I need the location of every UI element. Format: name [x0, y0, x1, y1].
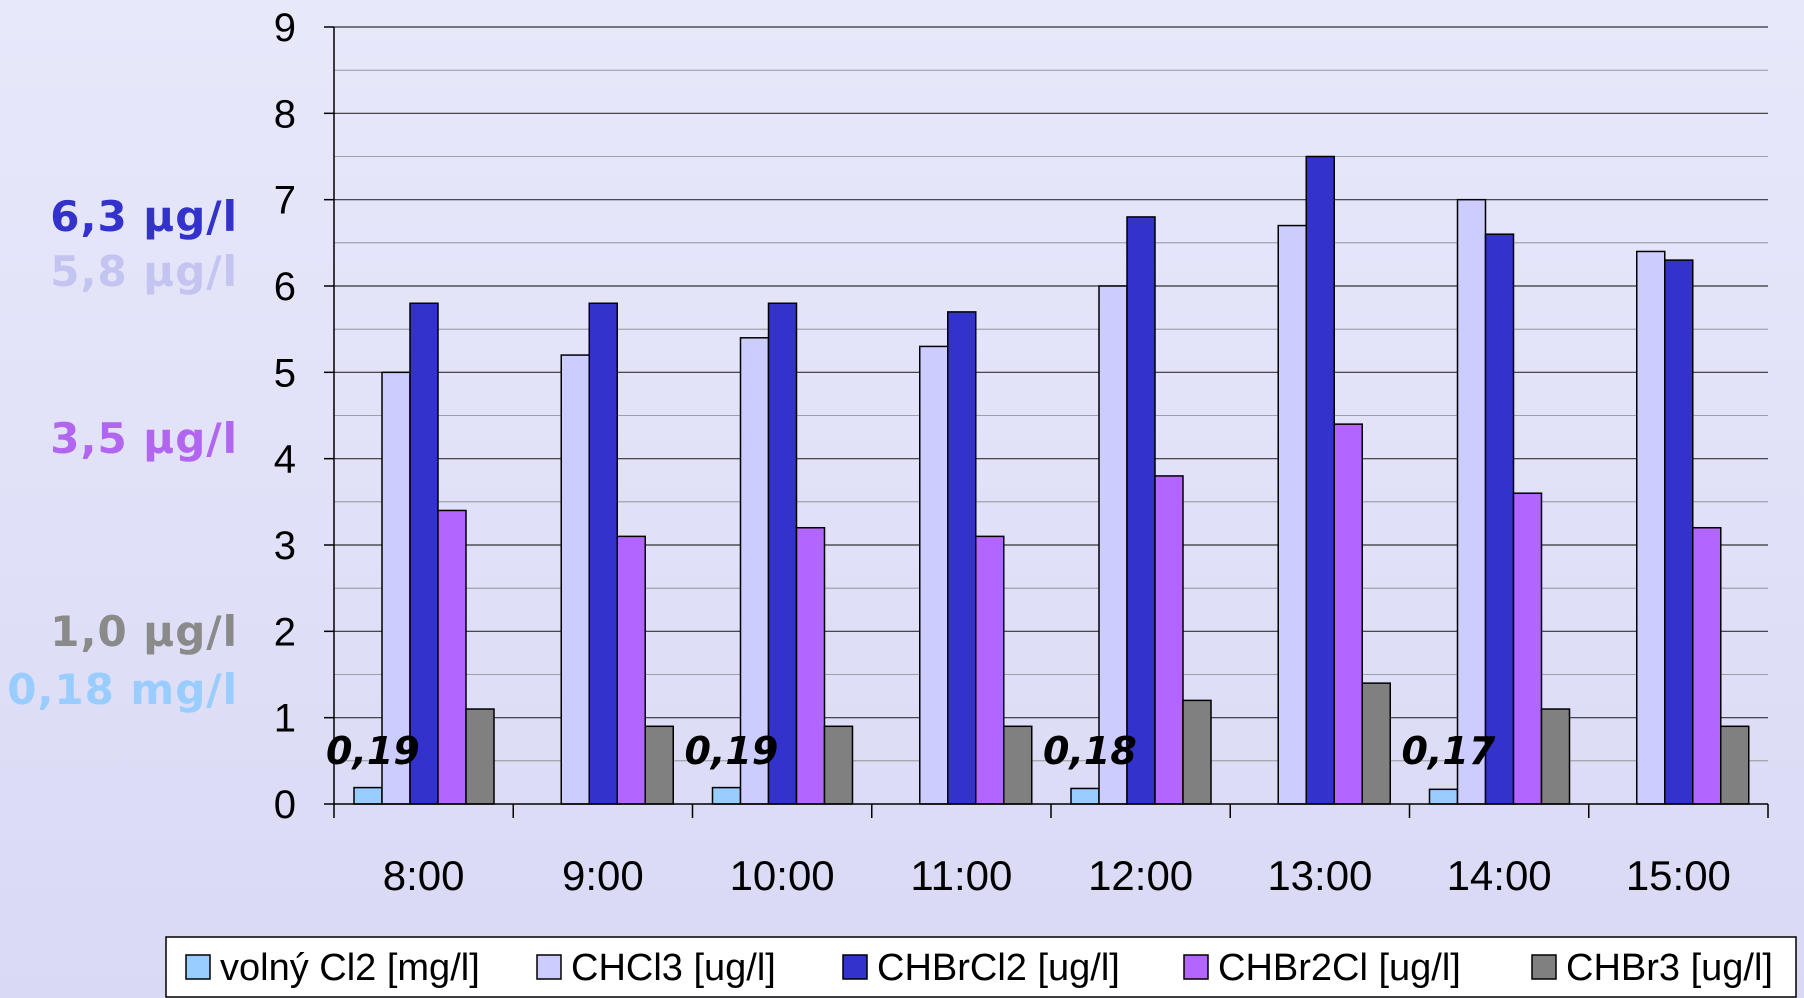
side-label-chbr3: 1,0 µg/l: [50, 607, 238, 656]
y-tick-label: 3: [274, 524, 296, 568]
y-tick-label: 1: [274, 697, 296, 741]
legend-swatch: [842, 954, 868, 980]
x-tick-label: 12:00: [1088, 852, 1193, 899]
bar: [1277, 224, 1307, 805]
x-tick-label: 9:00: [562, 852, 644, 899]
legend-box: [165, 936, 1797, 998]
legend-label: CHBr3 [ug/l]: [1566, 947, 1773, 989]
legend-label: CHCl3 [ug/l]: [571, 947, 776, 989]
bar: [588, 302, 618, 805]
bar: [1070, 787, 1100, 805]
bar: [1456, 198, 1487, 805]
legend-swatch: [1183, 954, 1209, 980]
axes: 0 1 2 3 4 5 6 7 8 9 8:00 9:00 10:00 11:00 12:00 13:00 14…: [274, 6, 1769, 899]
data-label: 0,18: [1043, 729, 1137, 773]
data-label: 0,19: [685, 729, 779, 773]
x-tick-label: 11:00: [910, 852, 1012, 899]
x-tick-label: 8:00: [383, 852, 465, 899]
legend: volný Cl2 [mg/l] CHCl3 [ug/l] CHBrCl2 [ug/…: [165, 936, 1797, 998]
side-label-chbr2cl: 3,5 µg/l: [50, 414, 238, 463]
bar: [975, 535, 1005, 805]
bar: [465, 708, 495, 805]
bar: [1664, 259, 1694, 805]
data-label: 0,19: [326, 729, 420, 773]
side-label-chbrcl2: 6,3 µg/l: [50, 192, 238, 241]
x-tick-label: 10:00: [730, 852, 835, 899]
bar: [1636, 250, 1666, 805]
y-tick-label: 7: [274, 179, 296, 223]
y-tick-label: 8: [274, 92, 296, 136]
bar: [560, 354, 590, 805]
bar: [1361, 682, 1391, 805]
bar: [644, 725, 674, 805]
legend-swatch: [536, 954, 562, 980]
y-tick-label: 4: [274, 438, 296, 482]
y-tick-label: 2: [274, 610, 296, 654]
bar: [1126, 216, 1156, 805]
grid-lines: [334, 26, 1768, 762]
bar: [919, 345, 949, 805]
x-tick-label: 15:00: [1626, 852, 1731, 899]
bar: [353, 786, 383, 805]
bar: [1428, 788, 1459, 805]
bar: [1333, 423, 1363, 805]
legend-label: CHBr2Cl [ug/l]: [1218, 947, 1461, 989]
bar: [947, 311, 977, 805]
bar: [1182, 699, 1212, 805]
y-tick-label: 6: [274, 265, 296, 309]
bar: [1305, 155, 1335, 805]
legend-swatch: [1531, 954, 1557, 980]
bar: [1512, 492, 1543, 805]
data-label: 0,17: [1402, 729, 1496, 773]
bars: [353, 155, 1750, 805]
bar: [795, 526, 826, 805]
bar: [1692, 526, 1722, 805]
y-tick-label: 9: [274, 6, 296, 50]
side-label-cl2: 0,18 mg/l: [7, 665, 238, 714]
y-tick-label: 5: [274, 351, 296, 395]
x-tick-label: 14:00: [1447, 852, 1552, 899]
legend-swatch: [185, 954, 211, 980]
bar: [1540, 708, 1571, 805]
legend-label: volný Cl2 [mg/l]: [220, 947, 480, 989]
bar: [1003, 725, 1033, 805]
y-tick-label: 0: [274, 783, 296, 827]
bar: [711, 786, 742, 805]
annotations: 0,19 0,19 0,18 0,17: [326, 729, 1496, 773]
bar: [1154, 475, 1184, 805]
x-tick-label: 13:00: [1267, 852, 1372, 899]
legend-label: CHBrCl2 [ug/l]: [877, 947, 1120, 989]
bar: [823, 725, 854, 805]
bar: [1720, 725, 1750, 805]
side-label-chcl3: 5,8 µg/l: [50, 247, 238, 296]
bar: [616, 535, 646, 805]
bar: [437, 509, 467, 805]
bar: [1484, 233, 1515, 805]
bar: [1098, 285, 1128, 805]
